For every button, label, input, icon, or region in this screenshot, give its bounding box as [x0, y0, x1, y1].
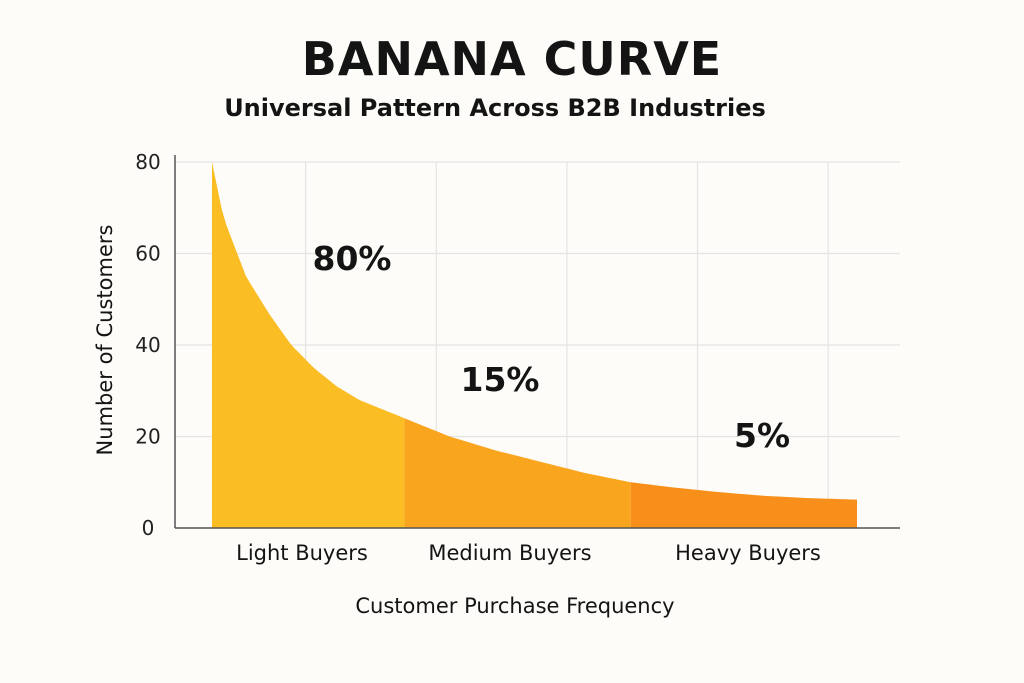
area-light-buyers	[212, 162, 405, 528]
area-heavy-buyers	[630, 482, 857, 528]
y-tick-label: 60	[135, 242, 160, 266]
chart-subtitle: Universal Pattern Across B2B Industries	[224, 94, 766, 122]
x-axis-title: Customer Purchase Frequency	[355, 594, 674, 618]
y-tick-label: 40	[135, 333, 160, 357]
category-label: Heavy Buyers	[675, 541, 821, 565]
category-label: Medium Buyers	[428, 541, 591, 565]
curve-areas	[212, 162, 857, 528]
y-axis-title: Number of Customers	[93, 225, 117, 456]
area-medium-buyers	[404, 418, 631, 528]
chart-title: BANANA CURVE	[301, 32, 723, 86]
y-tick-labels: 0 20 40 60 80	[135, 150, 160, 540]
y-tick-label: 20	[135, 425, 160, 449]
category-label: Light Buyers	[236, 541, 368, 565]
axes	[174, 155, 900, 529]
share-label: 80%	[313, 239, 392, 278]
category-labels: Light Buyers Medium Buyers Heavy Buyers	[236, 541, 821, 565]
share-labels: 80% 15% 5%	[313, 239, 791, 455]
share-label: 5%	[734, 416, 790, 455]
share-label: 15%	[461, 360, 540, 399]
y-tick-label: 80	[135, 150, 160, 174]
y-tick-label: 0	[142, 516, 155, 540]
